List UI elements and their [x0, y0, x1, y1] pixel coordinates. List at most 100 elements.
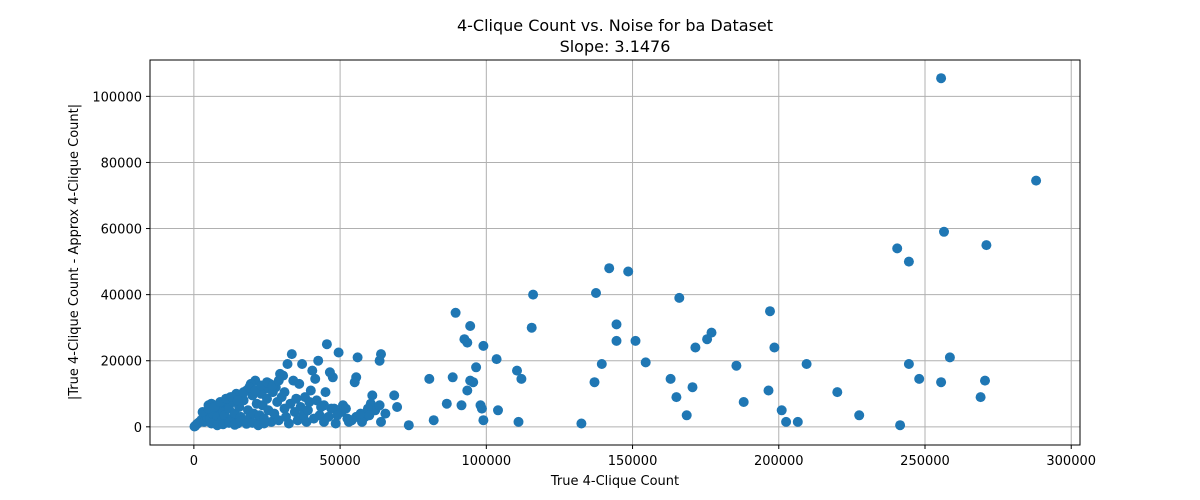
- scatter-point: [380, 408, 391, 419]
- y-tick-label: 40000: [101, 289, 142, 304]
- scatter-point: [352, 352, 363, 363]
- scatter-point: [640, 357, 651, 368]
- scatter-point: [259, 418, 270, 429]
- y-tick-label: 0: [134, 421, 142, 436]
- scatter-point: [468, 377, 479, 388]
- scatter-point: [330, 418, 341, 429]
- scatter-point: [738, 397, 749, 407]
- scatter-point: [604, 263, 615, 274]
- scatter-point: [611, 319, 622, 330]
- scatter-point: [471, 362, 482, 373]
- scatter-point: [801, 359, 812, 369]
- scatter-point: [465, 321, 476, 331]
- scatter-point: [288, 375, 299, 386]
- scatter-point: [310, 373, 321, 384]
- y-tick-label: 100000: [92, 90, 142, 105]
- scatter-point: [321, 339, 332, 350]
- scatter-point: [731, 360, 742, 371]
- x-axis-label: True 4-Clique Count: [550, 474, 679, 489]
- scatter-point: [332, 410, 343, 421]
- scatter-point: [333, 347, 344, 358]
- scatter-point: [374, 400, 385, 411]
- scatter-point: [428, 415, 439, 426]
- scatter-point: [282, 359, 293, 369]
- scatter-point: [340, 403, 351, 414]
- scatter-point: [297, 359, 308, 369]
- scatter-point: [513, 416, 524, 427]
- scatter-point: [456, 400, 467, 411]
- scatter-point: [512, 365, 522, 376]
- x-tick-label: 150000: [608, 454, 658, 469]
- scatter-point: [478, 340, 489, 351]
- plot-area-frame: [149, 59, 1081, 446]
- scatter-point: [355, 408, 366, 419]
- scatter-point: [232, 395, 243, 406]
- scatter-point: [528, 289, 539, 300]
- scatter-point: [308, 413, 319, 424]
- scatter-point: [346, 415, 357, 426]
- scatter-point: [671, 392, 682, 403]
- scatter-point: [403, 420, 414, 431]
- scatter-point: [307, 365, 318, 376]
- scatter-point: [323, 411, 334, 422]
- scatter-point: [576, 418, 587, 429]
- scatter-point: [441, 398, 452, 409]
- scatter-point: [376, 416, 386, 427]
- scatter-point: [687, 382, 698, 393]
- scatter-point: [279, 387, 290, 398]
- x-tick-label: 100000: [462, 454, 512, 469]
- scatter-point: [914, 373, 925, 384]
- scatter-point: [611, 335, 622, 346]
- scatter-point: [286, 349, 297, 360]
- scatter-point: [324, 367, 335, 378]
- scatter-point: [665, 373, 676, 384]
- scatter-point: [1031, 175, 1042, 186]
- scatter-point: [316, 402, 327, 412]
- scatter-point: [596, 359, 607, 369]
- scatter-point: [462, 337, 473, 348]
- scatter-point: [892, 243, 903, 254]
- scatter-point: [690, 342, 701, 353]
- x-tick-label: 0: [190, 454, 198, 469]
- scatter-point: [526, 322, 537, 333]
- scatter-point: [591, 288, 601, 298]
- y-axis-label: |True 4-Clique Count - Approx 4-Clique C…: [67, 104, 82, 400]
- scatter-point: [781, 416, 792, 427]
- scatter-point: [516, 373, 527, 384]
- scatter-point: [936, 377, 947, 388]
- scatter-point: [630, 335, 641, 346]
- data-points: [189, 73, 1042, 432]
- scatter-point: [903, 256, 914, 267]
- scatter-point: [702, 334, 713, 345]
- scatter-point: [262, 393, 272, 404]
- scatter-point: [273, 375, 284, 386]
- scatter-point: [895, 420, 906, 431]
- scatter-point: [980, 375, 990, 386]
- scatter-point: [357, 416, 367, 427]
- scatter-point: [681, 410, 692, 421]
- scatter-point: [374, 355, 385, 366]
- scatter-point: [462, 385, 473, 396]
- scatter-point: [389, 390, 400, 401]
- scatter-point: [367, 390, 378, 401]
- scatter-point: [589, 377, 600, 388]
- scatter-point: [392, 402, 403, 412]
- x-tick-label: 250000: [900, 454, 950, 469]
- y-axis-ticks: 0 20000 40000 60000 80000 100000: [92, 90, 150, 436]
- chart-subtitle: Slope: 3.1476: [560, 37, 671, 56]
- scatter-point: [283, 418, 294, 429]
- scatter-point: [291, 393, 302, 404]
- scatter-point: [944, 352, 955, 363]
- y-tick-label: 80000: [101, 156, 142, 171]
- scatter-point: [769, 342, 780, 353]
- scatter-point: [447, 372, 458, 383]
- scatter-point: [763, 385, 774, 396]
- x-axis-ticks: 0 50000 100000 150000 200000 250000 300000: [190, 445, 1096, 469]
- scatter-point: [313, 355, 324, 366]
- scatter-point: [792, 416, 803, 427]
- scatter-point: [349, 377, 360, 388]
- scatter-point: [854, 410, 865, 421]
- scatter-point: [450, 307, 461, 318]
- scatter-point: [981, 240, 992, 251]
